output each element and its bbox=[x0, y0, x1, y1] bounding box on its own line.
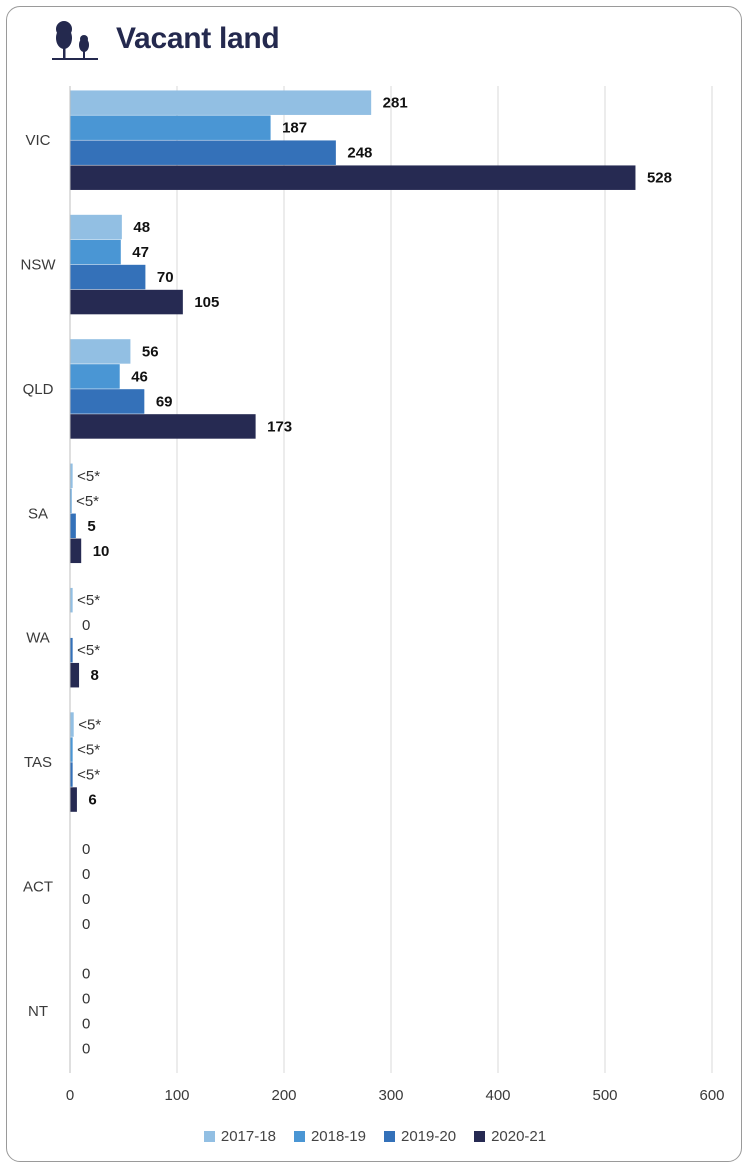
bar bbox=[70, 463, 73, 489]
data-label: 281 bbox=[383, 95, 408, 112]
bar bbox=[70, 787, 77, 812]
bar bbox=[70, 488, 72, 514]
bar bbox=[70, 513, 76, 539]
data-label: 10 bbox=[93, 543, 110, 560]
bar bbox=[70, 414, 256, 439]
bar bbox=[70, 289, 183, 315]
data-label: <5* bbox=[77, 742, 100, 759]
legend-label: 2018-19 bbox=[310, 1128, 366, 1145]
category-label: TAS bbox=[24, 754, 52, 771]
data-label: 105 bbox=[194, 294, 219, 311]
data-label: 528 bbox=[647, 170, 672, 187]
data-label: 0 bbox=[82, 990, 90, 1007]
legend-swatch bbox=[203, 1131, 215, 1142]
category-label: NSW bbox=[21, 257, 57, 274]
trees-icon bbox=[52, 21, 98, 60]
data-label: 48 bbox=[133, 219, 150, 236]
data-label: 0 bbox=[82, 965, 90, 982]
bar bbox=[70, 389, 145, 414]
data-label: 0 bbox=[82, 841, 90, 858]
bar bbox=[70, 637, 73, 663]
legend-swatch bbox=[293, 1131, 305, 1142]
data-label: 0 bbox=[82, 1040, 90, 1057]
category-label: ACT bbox=[23, 878, 53, 895]
data-label: <5* bbox=[77, 642, 100, 659]
data-label: <5* bbox=[77, 592, 100, 609]
x-tick-label: 100 bbox=[164, 1087, 189, 1104]
bar bbox=[70, 90, 372, 115]
bar bbox=[70, 264, 146, 290]
data-label: 248 bbox=[347, 145, 372, 162]
chart-legend: 2017-18 2018-19 2019-20 2020-21 bbox=[0, 1128, 750, 1145]
data-label: <5* bbox=[77, 767, 100, 784]
legend-swatch bbox=[384, 1131, 395, 1142]
chart-card bbox=[6, 6, 742, 1162]
legend-item: 2020-21 bbox=[474, 1128, 546, 1145]
x-tick-label: 300 bbox=[378, 1087, 403, 1104]
data-label: 6 bbox=[88, 792, 96, 809]
data-label: <5* bbox=[77, 468, 100, 485]
category-label: SA bbox=[28, 505, 48, 522]
category-label: VIC bbox=[25, 132, 50, 149]
data-label: 0 bbox=[82, 891, 90, 908]
category-label: NT bbox=[28, 1003, 48, 1020]
legend-label: 2019-20 bbox=[401, 1128, 457, 1145]
data-label: 0 bbox=[82, 866, 90, 883]
legend-label: 2020-21 bbox=[491, 1128, 547, 1145]
category-label: WA bbox=[26, 630, 50, 647]
data-label: <5* bbox=[78, 717, 101, 734]
bar bbox=[70, 165, 636, 190]
data-label: 173 bbox=[267, 418, 292, 435]
x-tick-label: 400 bbox=[485, 1087, 510, 1104]
data-label: 187 bbox=[282, 120, 307, 137]
data-label: <5* bbox=[76, 493, 99, 510]
category-label: QLD bbox=[23, 381, 54, 398]
bar bbox=[70, 662, 80, 688]
data-label: 0 bbox=[82, 1015, 90, 1032]
bar bbox=[70, 737, 73, 762]
x-tick-label: 0 bbox=[66, 1087, 74, 1104]
data-label: 0 bbox=[82, 916, 90, 933]
data-label: 8 bbox=[91, 667, 99, 684]
bar bbox=[70, 115, 271, 140]
legend-item: 2017-18 bbox=[203, 1128, 276, 1145]
chart-header: Vacant land bbox=[50, 14, 280, 64]
x-tick-label: 500 bbox=[592, 1087, 617, 1104]
bar bbox=[70, 538, 82, 564]
bar bbox=[70, 364, 120, 389]
bar bbox=[70, 712, 74, 737]
legend-swatch bbox=[474, 1131, 486, 1142]
bar bbox=[70, 140, 336, 165]
data-label: 70 bbox=[157, 269, 174, 286]
bar bbox=[70, 762, 73, 787]
legend-item: 2018-19 bbox=[293, 1128, 366, 1145]
bar bbox=[70, 214, 122, 240]
data-label: 46 bbox=[131, 368, 148, 385]
chart-title: Vacant land bbox=[116, 22, 280, 55]
data-label: 56 bbox=[142, 343, 159, 360]
data-label: 69 bbox=[156, 393, 173, 410]
data-label: 5 bbox=[87, 518, 95, 535]
bar bbox=[70, 587, 73, 613]
bar bbox=[70, 239, 121, 265]
data-label: 0 bbox=[82, 617, 90, 634]
bar bbox=[70, 339, 131, 364]
data-label: 47 bbox=[132, 244, 149, 261]
legend-label: 2017-18 bbox=[220, 1128, 276, 1145]
x-tick-label: 200 bbox=[271, 1087, 296, 1104]
x-tick-label: 600 bbox=[699, 1087, 724, 1104]
legend-item: 2019-20 bbox=[384, 1128, 456, 1145]
